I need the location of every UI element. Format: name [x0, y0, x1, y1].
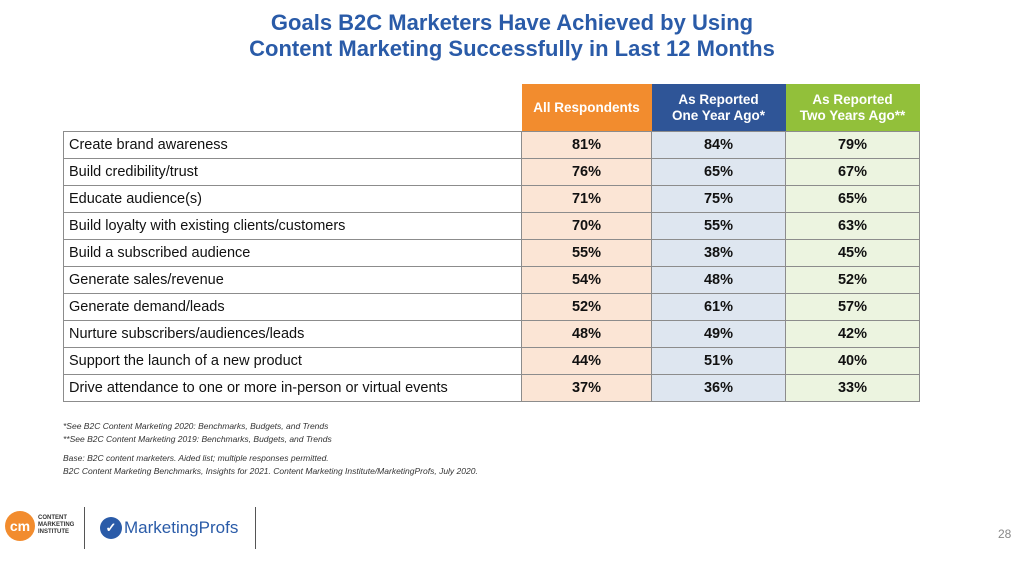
value-one-year-ago: 36% [651, 374, 786, 402]
value-two-years-ago: 33% [785, 374, 920, 402]
row-label: Nurture subscribers/audiences/leads [63, 320, 522, 348]
value-two-years-ago: 40% [785, 347, 920, 375]
value-one-year-ago: 84% [651, 131, 786, 159]
logo-divider [84, 507, 85, 549]
footnote-base: Base: B2C content marketers. Aided list;… [63, 453, 329, 463]
table-row: Build a subscribed audience 55% 38% 45% [63, 239, 920, 267]
cmi-text-line1: CONTENT [38, 515, 67, 521]
header-one-year-line2: One Year Ago* [671, 107, 766, 123]
value-all-respondents: 70% [521, 212, 652, 240]
value-two-years-ago: 57% [785, 293, 920, 321]
value-all-respondents: 37% [521, 374, 652, 402]
footer: cm CONTENT MARKETING INSTITUTE ✓ Marketi… [0, 505, 1024, 555]
value-all-respondents: 81% [521, 131, 652, 159]
header-two-years-ago: As Reported Two Years Ago** [785, 84, 920, 132]
table-row: Build loyalty with existing clients/cust… [63, 212, 920, 240]
header-all-respondents: All Respondents [521, 84, 652, 132]
value-one-year-ago: 48% [651, 266, 786, 294]
value-all-respondents: 48% [521, 320, 652, 348]
row-label: Support the launch of a new product [63, 347, 522, 375]
results-table: All Respondents As Reported One Year Ago… [63, 84, 920, 402]
logo-divider-2 [255, 507, 256, 549]
slide-title: Goals B2C Marketers Have Achieved by Usi… [0, 10, 1024, 62]
table-row: Nurture subscribers/audiences/leads 48% 49… [63, 320, 920, 348]
cmi-logo-icon: cm [5, 511, 35, 541]
value-one-year-ago: 55% [651, 212, 786, 240]
marketingprofs-logo-text: MarketingProfs [124, 518, 239, 537]
value-one-year-ago: 65% [651, 158, 786, 186]
table-header-row: All Respondents As Reported One Year Ago… [64, 84, 920, 132]
table-row: Build credibility/trust 76% 65% 67% [63, 158, 920, 186]
value-all-respondents: 71% [521, 185, 652, 213]
value-two-years-ago: 67% [785, 158, 920, 186]
title-line-2: Content Marketing Successfully in Last 1… [249, 36, 775, 61]
header-two-years-line2: Two Years Ago** [799, 107, 906, 123]
table-row: Create brand awareness 81% 84% 79% [63, 131, 920, 159]
table-row: Drive attendance to one or more in-perso… [63, 374, 920, 402]
value-all-respondents: 54% [521, 266, 652, 294]
marketingprofs-logo-icon: ✓ [100, 517, 122, 539]
value-two-years-ago: 65% [785, 185, 920, 213]
row-label: Generate sales/revenue [63, 266, 522, 294]
value-one-year-ago: 49% [651, 320, 786, 348]
value-one-year-ago: 75% [651, 185, 786, 213]
page-number: 28 [998, 527, 1012, 541]
footnotes: *See B2C Content Marketing 2020: Benchma… [63, 420, 478, 478]
cmi-text-line2: MARKETING [38, 522, 75, 528]
value-one-year-ago: 51% [651, 347, 786, 375]
table-row: Support the launch of a new product 44% 51… [63, 347, 920, 375]
header-one-year-ago: As Reported One Year Ago* [651, 84, 786, 132]
table-row: Educate audience(s) 71% 75% 65% [63, 185, 920, 213]
title-line-1: Goals B2C Marketers Have Achieved by Usi… [270, 10, 754, 35]
value-all-respondents: 52% [521, 293, 652, 321]
value-two-years-ago: 63% [785, 212, 920, 240]
value-all-respondents: 44% [521, 347, 652, 375]
cmi-text-line3: INSTITUTE [38, 529, 69, 535]
footnote-2: **See B2C Content Marketing 2019: Benchm… [63, 434, 332, 444]
footnote-1: *See B2C Content Marketing 2020: Benchma… [63, 421, 329, 431]
value-all-respondents: 76% [521, 158, 652, 186]
value-two-years-ago: 52% [785, 266, 920, 294]
value-two-years-ago: 79% [785, 131, 920, 159]
table-row: Generate demand/leads 52% 61% 57% [63, 293, 920, 321]
table-row: Generate sales/revenue 54% 48% 52% [63, 266, 920, 294]
row-label: Build credibility/trust [63, 158, 522, 186]
cmi-logo-text: CONTENT MARKETING INSTITUTE [38, 515, 74, 536]
row-label: Educate audience(s) [63, 185, 522, 213]
value-two-years-ago: 45% [785, 239, 920, 267]
row-label: Generate demand/leads [63, 293, 522, 321]
value-two-years-ago: 42% [785, 320, 920, 348]
header-one-year-line1: As Reported [678, 91, 759, 107]
footnote-source: B2C Content Marketing Benchmarks, Insigh… [63, 466, 478, 476]
row-label: Build loyalty with existing clients/cust… [63, 212, 522, 240]
value-all-respondents: 55% [521, 239, 652, 267]
value-one-year-ago: 61% [651, 293, 786, 321]
header-blank [64, 84, 522, 132]
row-label: Build a subscribed audience [63, 239, 522, 267]
header-two-years-line1: As Reported [812, 91, 893, 107]
value-one-year-ago: 38% [651, 239, 786, 267]
row-label: Create brand awareness [63, 131, 522, 159]
row-label: Drive attendance to one or more in-perso… [63, 374, 522, 402]
